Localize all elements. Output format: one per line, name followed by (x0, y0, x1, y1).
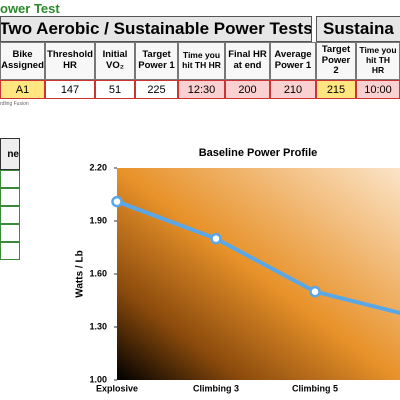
cell: 51 (95, 80, 135, 99)
cell: 147 (45, 80, 95, 99)
left-table-header: ne (0, 138, 20, 170)
column-header: Bike Assigned (0, 42, 45, 80)
cell: 215 (316, 80, 356, 99)
point (111, 195, 123, 208)
point (210, 232, 222, 245)
left-table-cell (0, 188, 20, 206)
left-table-cell (0, 206, 20, 224)
left-table-cell (0, 242, 20, 260)
left-table-cell (0, 170, 20, 188)
cell: 12:30 (178, 80, 225, 99)
cell: 225 (135, 80, 178, 99)
cell: A1 (0, 80, 45, 99)
line (116, 199, 400, 315)
cell: 200 (225, 80, 270, 99)
point (309, 285, 321, 298)
cell: 10:00 (356, 80, 400, 99)
column-header: Initial VO₂ (95, 42, 135, 80)
column-header: Time you hit TH HR (178, 42, 225, 80)
note: rdling Fusion (0, 100, 29, 107)
x-tick-label: Climbing 3 (193, 383, 239, 393)
x-tick-label: Climbing 5 (292, 383, 338, 393)
group-header: Sustaina (316, 16, 400, 42)
group-header: Two Aerobic / Sustainable Power Tests (0, 16, 312, 42)
plot-area (117, 168, 400, 380)
column-header: Time you hit TH HR (356, 42, 400, 80)
x-tick-label: Explosive (96, 383, 138, 393)
cell: 210 (270, 80, 316, 99)
y-tick-label: 1.00 (89, 374, 107, 384)
y-tick-label: 1.90 (89, 215, 107, 225)
column-header: Target Power 2 (316, 42, 356, 80)
sheet-title: ower Test (0, 0, 60, 16)
chart-title: Baseline Power Profile (199, 147, 318, 159)
column-header: Threshold HR (45, 42, 95, 80)
y-tick-label: 2.20 (89, 162, 107, 172)
y-tick-label: 1.30 (89, 321, 107, 331)
left-table-cell (0, 224, 20, 242)
column-header: Target Power 1 (135, 42, 178, 80)
column-header: Average Power 1 (270, 42, 316, 80)
column-header: Final HR at end (225, 42, 270, 80)
y-tick-label: 1.60 (89, 268, 107, 278)
y-axis-label: Watts / Lb (75, 250, 86, 297)
